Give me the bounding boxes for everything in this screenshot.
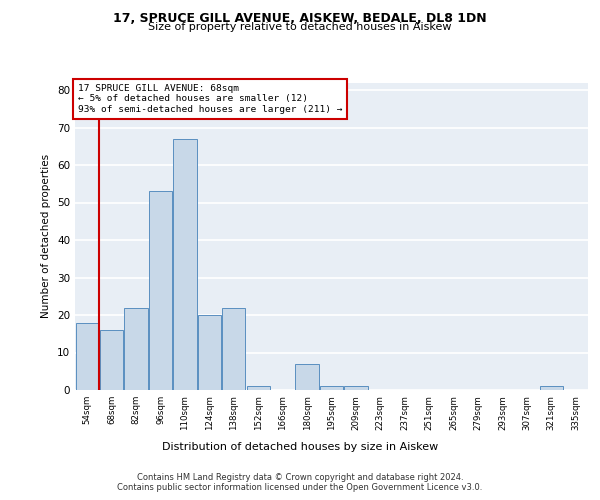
Bar (295, 364, 319, 390)
Text: 17 SPRUCE GILL AVENUE: 68sqm
← 5% of detached houses are smaller (12)
93% of sem: 17 SPRUCE GILL AVENUE: 68sqm ← 5% of det… (77, 84, 342, 114)
Text: Contains HM Land Registry data © Crown copyright and database right 2024.: Contains HM Land Registry data © Crown c… (137, 472, 463, 482)
Bar (173, 138, 197, 390)
Bar (100, 330, 123, 390)
Bar (247, 386, 270, 390)
Bar (320, 386, 343, 390)
Bar (76, 322, 99, 390)
Bar (198, 315, 221, 390)
Bar (149, 191, 172, 390)
Bar (540, 386, 563, 390)
Text: Contains public sector information licensed under the Open Government Licence v3: Contains public sector information licen… (118, 482, 482, 492)
Text: 17, SPRUCE GILL AVENUE, AISKEW, BEDALE, DL8 1DN: 17, SPRUCE GILL AVENUE, AISKEW, BEDALE, … (113, 12, 487, 26)
Text: Distribution of detached houses by size in Aiskew: Distribution of detached houses by size … (162, 442, 438, 452)
Bar (344, 386, 368, 390)
Text: Size of property relative to detached houses in Aiskew: Size of property relative to detached ho… (148, 22, 452, 32)
Bar (124, 308, 148, 390)
Y-axis label: Number of detached properties: Number of detached properties (41, 154, 52, 318)
Bar (222, 308, 245, 390)
